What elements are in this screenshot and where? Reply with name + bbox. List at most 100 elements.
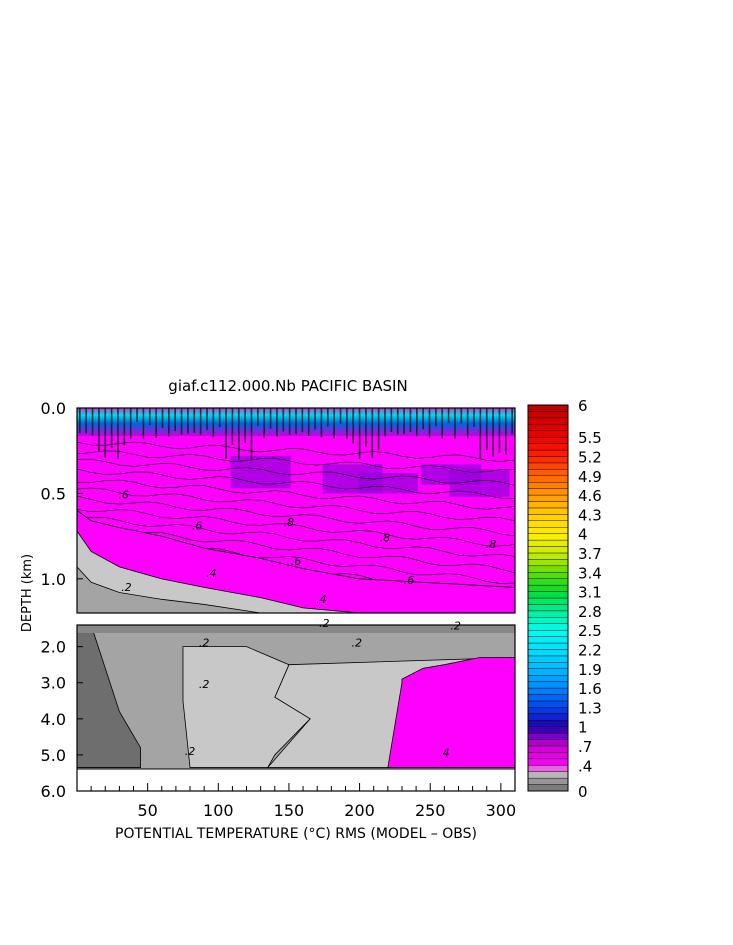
colorbar-label: 3.4	[578, 564, 602, 582]
colorbar-swatch	[527, 623, 569, 631]
colorbar-label: 1	[578, 719, 588, 737]
colorbar-swatch	[527, 488, 569, 496]
y-axis: 0.0 0.5 1.0 2.0 3.0 4.0 5.0 6.0	[41, 399, 83, 801]
contour-label: .4	[439, 747, 450, 760]
colorbar-swatch	[527, 527, 569, 534]
contour-label: .8	[284, 516, 295, 529]
y-tick-label: 0.0	[41, 399, 66, 418]
colorbar-swatch	[527, 456, 569, 464]
colorbar-swatch	[527, 514, 569, 521]
colorbar-swatch	[527, 739, 569, 747]
region-0.3-0.4	[182, 646, 311, 768]
contour-line	[77, 495, 515, 537]
colorbar-swatch	[527, 707, 569, 714]
contour-label: .2	[352, 637, 363, 650]
contour-label: .2	[450, 619, 461, 632]
colorbar-label: 5.5	[578, 429, 602, 447]
contour-label: .2	[199, 678, 210, 691]
colorbar-swatch	[527, 752, 569, 760]
colorbar-swatch	[527, 578, 569, 586]
y-tick-label: 1.0	[41, 570, 66, 589]
contour-line	[77, 468, 515, 499]
upper-panel: .2 .4 .4 .6 .6 .6 .6 .8 .8 .8	[76, 407, 516, 614]
lower-top-strip	[77, 625, 515, 633]
colorbar-swatch	[527, 552, 569, 560]
colorbar-swatch	[527, 655, 569, 663]
colorbar-swatch	[527, 475, 569, 483]
colorbar-swatch	[527, 404, 569, 412]
purple-patch	[357, 472, 418, 494]
colorbar-swatch	[527, 765, 569, 772]
colorbar-swatch	[527, 533, 569, 541]
colorbar-swatch	[527, 700, 569, 708]
y-tick-label: 5.0	[41, 746, 66, 765]
lower-panel: .2 .2 .2 .2 .2 .2 .4	[76, 617, 516, 792]
contour-label: .2	[319, 617, 330, 630]
contour-label: .8	[380, 531, 391, 544]
y-tick-label: 4.0	[41, 710, 66, 729]
colorbar-swatch	[527, 469, 569, 476]
colorbar-swatch	[527, 482, 569, 489]
colorbar-label: .7	[578, 738, 592, 756]
colorbar-swatch	[527, 462, 569, 470]
colorbar-label: 4.3	[578, 506, 602, 524]
colorbar-swatch	[527, 610, 569, 618]
contour-label: .6	[291, 555, 302, 568]
colorbar-swatch	[527, 436, 569, 444]
colorbar-swatch	[527, 629, 569, 637]
colorbar-frame	[527, 404, 569, 792]
colorbar-swatch	[527, 424, 569, 431]
colorbar-swatch	[527, 449, 569, 457]
colorbar-swatch	[527, 726, 569, 734]
colorbar-swatch	[527, 642, 569, 650]
contour-line	[77, 450, 515, 473]
colorbar-swatch	[527, 597, 569, 605]
lower-frame	[76, 624, 516, 792]
colorbar-label: 4	[578, 526, 588, 544]
colorbar-swatch	[527, 662, 569, 669]
colorbar-swatch	[527, 604, 569, 612]
x-tick-label: 150	[274, 801, 305, 820]
x-tick-label: 100	[203, 801, 234, 820]
colorbar-swatch	[527, 758, 569, 766]
colorbar-swatch	[527, 732, 569, 740]
contour-line	[77, 517, 515, 557]
colorbar-swatch	[527, 565, 569, 573]
colorbar-label: 1.9	[578, 661, 602, 679]
contour-line	[77, 441, 515, 462]
colorbar-label: 3.7	[578, 545, 602, 563]
lower-regions	[77, 625, 515, 768]
colorbar-swatch	[527, 687, 569, 695]
contour-label: .2	[121, 581, 132, 594]
lower-contour-labels: .2 .2 .2 .2 .2 .2 .4	[185, 617, 461, 760]
colorbar-swatch	[527, 720, 569, 727]
y-tick-label: 6.0	[41, 782, 66, 801]
contour-line	[77, 524, 515, 574]
colorbar-swatch	[527, 411, 569, 419]
contour-label: .2	[185, 745, 196, 758]
upper-panel-fill	[77, 408, 515, 613]
colorbar-swatch	[527, 559, 569, 567]
colorbar-swatch	[527, 591, 569, 599]
colorbar-swatch	[527, 617, 569, 624]
colorbar-label: 4.6	[578, 487, 602, 505]
colorbar-swatch	[527, 584, 569, 592]
colorbar-label: 5.2	[578, 448, 602, 466]
y-tick-label: 3.0	[41, 674, 66, 693]
colorbar-swatch	[527, 572, 569, 579]
x-tick-label: 250	[415, 801, 446, 820]
colorbar-label: 6	[578, 397, 588, 415]
colorbar-swatch	[527, 501, 569, 509]
colorbar-swatch	[527, 713, 569, 721]
x-tick-label: 200	[344, 801, 375, 820]
contour-label: .6	[192, 519, 203, 532]
contour-label: .8	[486, 538, 497, 551]
colorbar-swatch	[527, 636, 569, 644]
contour-label: .6	[118, 489, 129, 502]
colorbar-label: 1.3	[578, 699, 602, 717]
x-axis-label: POTENTIAL TEMPERATURE (°C) RMS (MODEL – …	[115, 826, 477, 842]
lower-panel-fill	[77, 625, 515, 769]
band-0.3-0.4	[77, 530, 515, 613]
colorbar-label: 4.9	[578, 468, 602, 486]
